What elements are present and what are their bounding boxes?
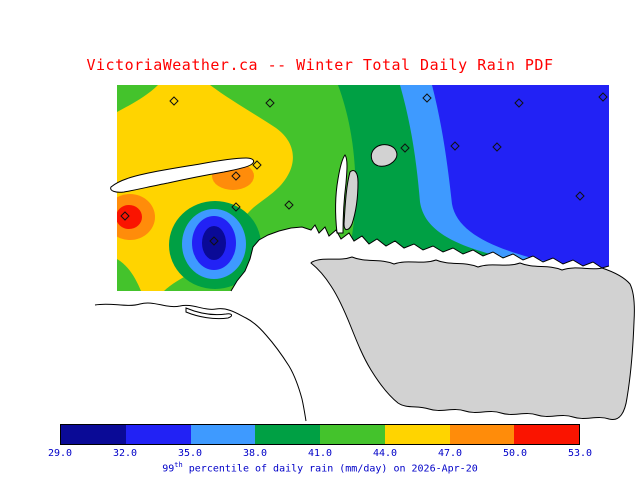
colorbar [60, 424, 580, 445]
colorbar-segment [125, 425, 191, 444]
colorbar-tick-label: 53.0 [567, 448, 593, 459]
sand-spit [185, 307, 233, 320]
colorbar-tick-label: 47.0 [437, 448, 463, 459]
contour-region-44-47 [117, 85, 293, 291]
colorbar-segment [61, 425, 126, 444]
station-marker-icon [169, 96, 179, 106]
caption-suffix: percentile of daily rain (mm/day) on 202… [182, 463, 478, 475]
station-marker-icon [231, 202, 241, 212]
colorbar-tick-label: 38.0 [242, 448, 268, 459]
colorbar-segment [384, 425, 450, 444]
coastline [230, 224, 610, 292]
caption-superscript: th [174, 461, 183, 469]
contour-maximum-50-53 [117, 205, 142, 229]
island-b [343, 169, 359, 231]
colorbar-tick-label: 44.0 [372, 448, 398, 459]
chart-title: VictoriaWeather.ca -- Winter Total Daily… [86, 56, 554, 74]
colorbar-segment [320, 425, 385, 444]
station-marker-icon [231, 171, 241, 181]
colorbar-segment [449, 425, 515, 444]
station-marker-icon [450, 141, 460, 151]
station-marker-icon [422, 93, 432, 103]
station-marker-icon [120, 211, 130, 221]
colorbar-tick-label: 50.0 [502, 448, 528, 459]
contour-minimum-29-32 [202, 226, 226, 260]
station-marker-icon [575, 191, 585, 201]
station-marker-icon [598, 92, 608, 102]
colorbar-tick-label: 29.0 [47, 448, 73, 459]
colorbar-segment [514, 425, 579, 444]
caption: 99th percentile of daily rain (mm/day) o… [0, 461, 640, 474]
peninsula-northwest [110, 157, 255, 193]
colorbar-ticks: 29.0 32.0 35.0 38.0 41.0 44.0 47.0 50.0 53.0 [48, 448, 592, 460]
station-marker-icon [514, 98, 524, 108]
station-marker-icon [492, 142, 502, 152]
station-marker-icon [252, 160, 262, 170]
station-markers [120, 92, 608, 246]
caption-prefix: 99 [162, 463, 175, 475]
colorbar-tick-label: 35.0 [177, 448, 203, 459]
colorbar-segment [255, 425, 320, 444]
station-marker-icon [209, 236, 219, 246]
station-marker-icon [265, 98, 275, 108]
colorbar-tick-label: 41.0 [307, 448, 333, 459]
inlet [335, 154, 348, 234]
island-a [370, 144, 398, 167]
colorbar-segment [190, 425, 256, 444]
station-marker-icon [400, 143, 410, 153]
colorbar-tick-label: 32.0 [112, 448, 138, 459]
station-marker-icon [284, 200, 294, 210]
land-mass-southeast [310, 256, 635, 421]
coastline-southwest [94, 302, 307, 422]
